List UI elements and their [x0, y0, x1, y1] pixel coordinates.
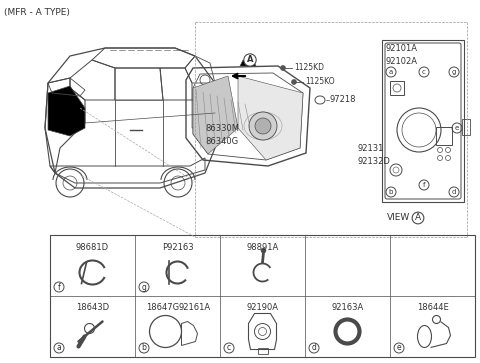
Text: g: g	[452, 69, 456, 75]
Text: f: f	[58, 282, 60, 291]
Circle shape	[291, 79, 297, 85]
Text: f: f	[423, 182, 425, 188]
Text: P92163: P92163	[162, 242, 193, 252]
Text: 1125KO: 1125KO	[305, 77, 335, 86]
Polygon shape	[193, 76, 238, 154]
Text: 18647G: 18647G	[145, 303, 179, 313]
Bar	[257, 347, 267, 354]
Text: e: e	[455, 125, 459, 131]
Text: a: a	[57, 343, 61, 352]
Circle shape	[249, 112, 277, 140]
Text: c: c	[227, 343, 231, 352]
Text: 98681D: 98681D	[76, 242, 109, 252]
Circle shape	[261, 248, 266, 253]
Text: 18643D: 18643D	[76, 303, 109, 313]
Text: 92101A
92102A: 92101A 92102A	[385, 44, 417, 66]
Bar	[436, 127, 452, 145]
Text: 1125KD: 1125KD	[294, 64, 324, 73]
Text: A: A	[247, 56, 253, 65]
Text: A: A	[415, 213, 421, 223]
Polygon shape	[238, 76, 303, 160]
Bar	[462, 119, 470, 135]
Text: 92161A: 92161A	[179, 303, 211, 313]
Text: 97218: 97218	[330, 95, 357, 105]
Circle shape	[255, 118, 271, 134]
Polygon shape	[240, 60, 256, 66]
Text: 92131
92132D: 92131 92132D	[358, 144, 391, 166]
Text: c: c	[422, 69, 426, 75]
Polygon shape	[48, 86, 85, 136]
Text: 92190A: 92190A	[247, 303, 278, 313]
Bar	[390, 81, 404, 95]
Text: VIEW: VIEW	[387, 213, 410, 223]
Text: d: d	[312, 343, 316, 352]
Circle shape	[280, 65, 286, 70]
Bar	[382, 40, 464, 202]
Text: d: d	[452, 189, 456, 195]
Text: 98891A: 98891A	[246, 242, 278, 252]
Text: (MFR - A TYPE): (MFR - A TYPE)	[4, 8, 70, 17]
Text: a: a	[389, 69, 393, 75]
Bar	[50, 235, 475, 357]
Text: g: g	[142, 282, 146, 291]
Text: 18644E: 18644E	[417, 303, 448, 313]
Text: 92163A: 92163A	[331, 303, 364, 313]
Text: 86330M
86340G: 86330M 86340G	[205, 124, 239, 146]
Text: b: b	[389, 189, 393, 195]
Text: b: b	[142, 343, 146, 352]
Text: e: e	[396, 343, 401, 352]
